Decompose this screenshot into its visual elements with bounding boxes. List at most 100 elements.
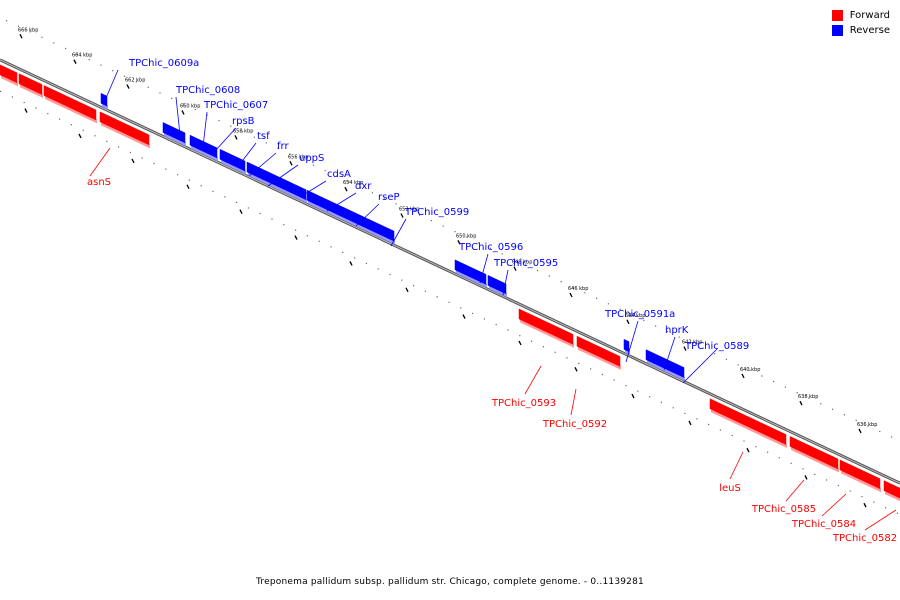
leader-line <box>864 509 897 531</box>
outer-ring-dot <box>242 131 244 133</box>
outer-ring-dot <box>737 364 739 366</box>
outer-ring-dot <box>383 197 385 199</box>
tick-label: 646 kbp <box>568 286 588 292</box>
gene-label-group[interactable]: TPChic_0593 <box>491 365 556 409</box>
forward-gene-0[interactable] <box>0 64 18 87</box>
outer-ring-dot <box>230 125 232 127</box>
tick-label: 658 kbp <box>233 128 253 134</box>
gene-label: TPChic_0609a <box>128 58 199 69</box>
scale-tick <box>400 213 404 218</box>
reverse-swatch <box>831 25 843 36</box>
forward-gene-7[interactable] <box>789 436 839 473</box>
gene-label-group[interactable]: uppS <box>267 153 324 187</box>
forward-gene-1[interactable] <box>18 73 43 99</box>
gene-label-group[interactable]: TPChic_0607 <box>202 100 268 148</box>
outer-ring-dot <box>218 120 220 122</box>
outer-ring-dot <box>407 208 409 211</box>
gene-label-group[interactable]: TPChic_0609a <box>105 58 199 99</box>
leader-line <box>299 180 327 198</box>
inner-ring-dot <box>649 396 651 398</box>
forward-gene-2[interactable] <box>43 85 97 124</box>
reverse-gene-6[interactable] <box>283 178 307 204</box>
inner-ring-dot <box>554 351 556 353</box>
scale-tick <box>626 319 630 325</box>
inner-ring-dot <box>177 174 179 176</box>
gene-label-group[interactable]: cdsA <box>299 169 351 198</box>
inner-ring-dot <box>613 379 615 381</box>
outer-ring-dot <box>454 231 456 233</box>
scale-tick <box>126 84 130 89</box>
tick-label: 652 kbp <box>399 206 419 212</box>
gene-label: tsf <box>257 131 270 142</box>
gene-label: TPChic_0585 <box>751 504 816 515</box>
forward-gene-3[interactable] <box>99 111 150 149</box>
inner-ring-dot <box>885 507 887 509</box>
forward-gene-9[interactable] <box>883 480 900 502</box>
gene-label-group[interactable]: hprK <box>663 325 689 371</box>
outer-ring-dot <box>655 325 657 327</box>
reverse-gene-1[interactable] <box>162 122 186 147</box>
inner-scale-tick <box>186 184 190 190</box>
gene-label: TPChic_0584 <box>791 519 856 530</box>
reverse-gene-11[interactable] <box>487 274 507 298</box>
gene-label-group[interactable]: tsf <box>239 131 270 165</box>
inner-ring-dot <box>424 290 426 292</box>
gene-label-group[interactable]: TPChic_0585 <box>751 479 816 515</box>
gene-label: hprK <box>665 325 689 336</box>
gene-label: TPChic_0607 <box>203 100 268 111</box>
scale-tick <box>569 292 573 298</box>
gene-label-group[interactable]: TPChic_0592 <box>542 388 607 430</box>
gene-label-group[interactable]: TPChic_0589 <box>682 341 749 384</box>
outer-ring-dot <box>690 342 692 344</box>
gene-label-group[interactable]: rseP <box>355 192 400 227</box>
forward-gene-4[interactable] <box>518 308 574 348</box>
scale-ticks: 666 kbp 664 kbp 662 kbp 660 kbp 658 kbp 656 k… <box>18 27 877 508</box>
gene-label-group[interactable]: frr <box>248 141 289 177</box>
legend-reverse: Reverse <box>831 23 890 38</box>
inner-ring-dot <box>672 407 674 409</box>
forward-gene-6[interactable] <box>709 398 787 449</box>
gene-label-group[interactable]: TPChic_0599 <box>390 207 469 247</box>
reverse-gene-14[interactable] <box>675 363 685 382</box>
leader-line <box>175 96 181 136</box>
tick-label: 662 kbp <box>125 78 145 84</box>
gene-label-group[interactable]: rpsB <box>214 116 255 152</box>
inner-ring-dot <box>542 346 544 348</box>
outer-ring-dot <box>513 258 515 261</box>
gene-label-group[interactable]: TPChic_0595 <box>493 258 558 296</box>
gene-label-group[interactable]: dxr <box>326 181 372 212</box>
outer-ring-dot <box>124 75 126 77</box>
reverse-gene-3[interactable] <box>219 148 246 175</box>
leader-line <box>479 253 489 284</box>
reverse-gene-13[interactable] <box>645 349 677 378</box>
outer-ring-dot <box>277 147 279 149</box>
gene-label-group[interactable]: leuS <box>719 451 744 494</box>
forward-gene-5[interactable] <box>576 335 621 370</box>
reverse-gene-2[interactable] <box>189 134 218 162</box>
gene-label-group[interactable]: TPChic_0591a <box>604 309 675 363</box>
tick-label: 636 kbp <box>857 422 877 428</box>
gene-label-group[interactable]: TPChic_0596 <box>458 242 523 284</box>
outer-ring-dot <box>324 169 326 172</box>
outer-ring-dot <box>584 292 586 294</box>
scale-tick <box>457 240 461 245</box>
gene-label-group[interactable]: TPChic_0582 <box>832 509 897 544</box>
reverse-gene-8[interactable] <box>336 203 376 236</box>
gene-label: frr <box>277 141 289 152</box>
inner-ring-dot <box>495 323 497 326</box>
reverse-gene-10[interactable] <box>454 259 487 288</box>
inner-ring-dot <box>354 257 356 259</box>
inner-ring-dot <box>873 501 875 503</box>
inner-ring-dot <box>660 401 662 403</box>
forward-gene-2-body <box>43 85 97 121</box>
reverse-gene-0-body <box>100 92 108 107</box>
inner-ring-dot <box>743 440 745 442</box>
reverse-gene-7[interactable] <box>306 189 338 218</box>
gene-label-group[interactable]: TPChic_0608 <box>175 85 240 136</box>
gene-label: TPChic_0591a <box>604 309 675 320</box>
gene-label-group[interactable]: TPChic_0584 <box>791 493 856 530</box>
inner-scale-tick <box>24 108 28 113</box>
gene-label-group[interactable]: asnS <box>87 147 111 188</box>
reverse-gene-0[interactable] <box>100 92 108 110</box>
forward-gene-8[interactable] <box>839 459 881 493</box>
